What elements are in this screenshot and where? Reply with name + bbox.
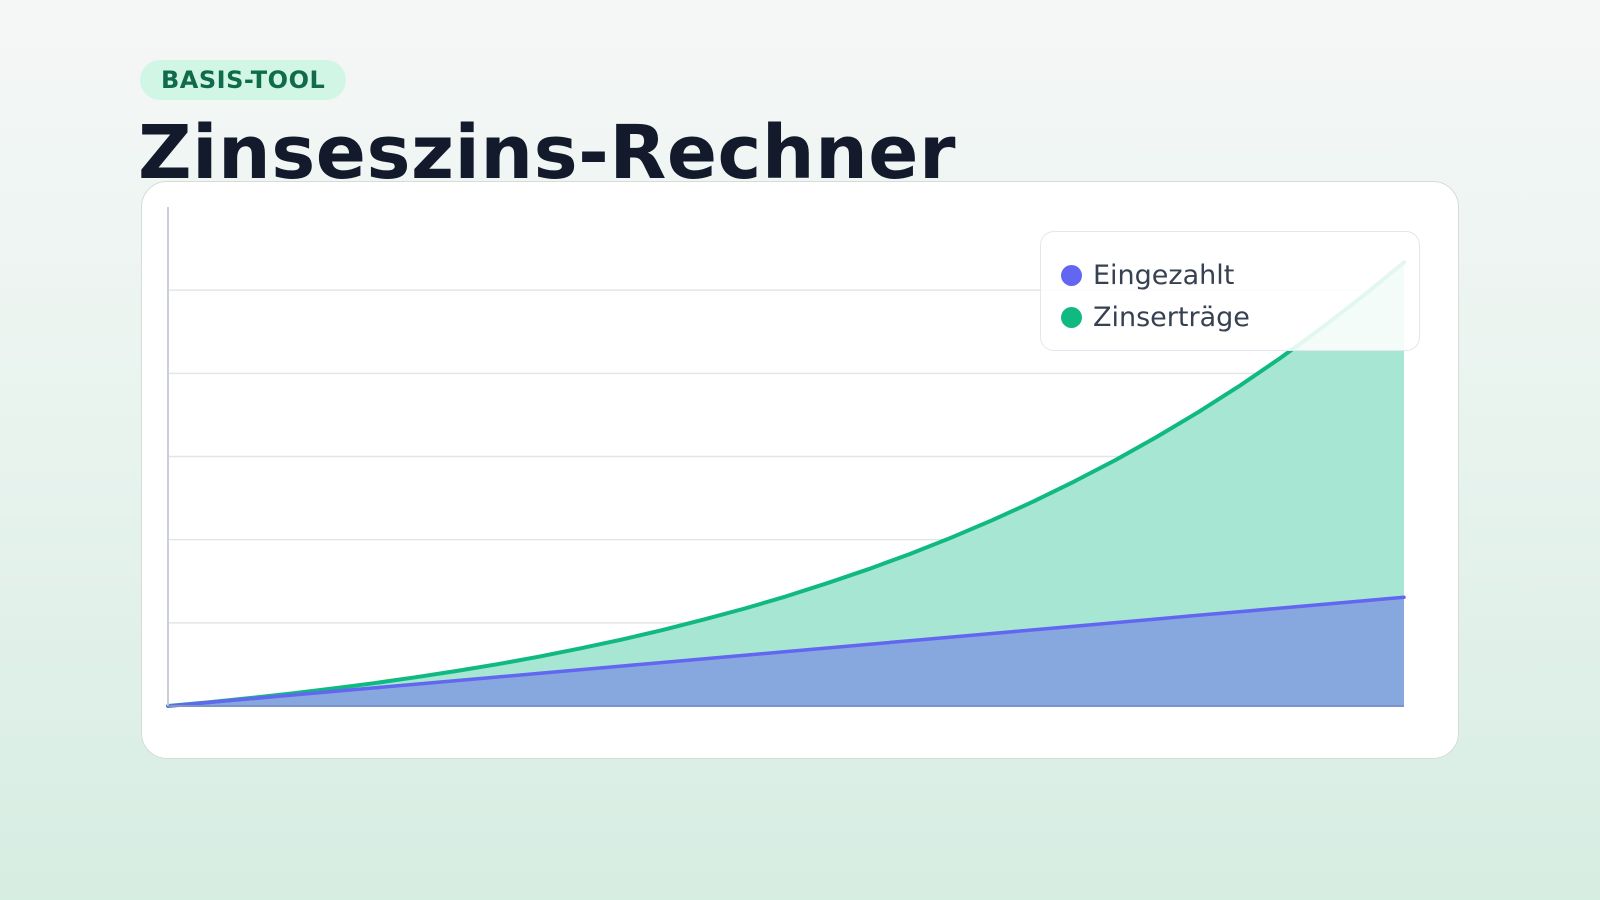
legend-marker-eingezahlt	[1061, 264, 1082, 286]
legend-item-eingezahlt[interactable]: Eingezahlt	[1061, 254, 1419, 296]
series-line-eingezahlt	[166, 595, 1406, 708]
legend-item-zinsertraege[interactable]: Zinserträge	[1061, 296, 1419, 338]
chart-axes	[167, 207, 1404, 707]
legend-label-eingezahlt: Eingezahlt	[1093, 259, 1235, 291]
compound-interest-chart	[166, 207, 1406, 708]
legend-marker-zinsertraege	[1061, 306, 1082, 328]
chart-lines	[166, 260, 1406, 708]
legend-label-zinsertraege: Zinserträge	[1093, 301, 1250, 333]
area-zinsertraege	[168, 262, 1404, 706]
category-badge: BASIS-TOOL	[140, 60, 347, 100]
series-line-zinsertraege	[166, 260, 1406, 708]
chart-card: Eingezahlt Zinserträge	[141, 181, 1459, 759]
chart-legend: Eingezahlt Zinserträge	[1040, 231, 1420, 351]
